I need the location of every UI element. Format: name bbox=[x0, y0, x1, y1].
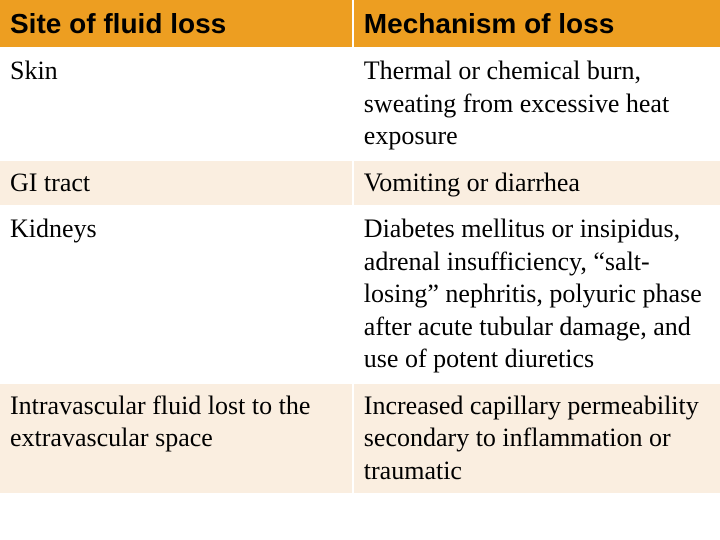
table-row: Kidneys Diabetes mellitus or insipidus, … bbox=[0, 206, 720, 383]
cell-mechanism: Increased capillary permeability seconda… bbox=[353, 383, 720, 495]
table-header-row: Site of fluid loss Mechanism of loss bbox=[0, 0, 720, 48]
fluid-loss-table: Site of fluid loss Mechanism of loss Ski… bbox=[0, 0, 720, 495]
cell-mechanism: Vomiting or diarrhea bbox=[353, 160, 720, 207]
table-row: GI tract Vomiting or diarrhea bbox=[0, 160, 720, 207]
table-row: Skin Thermal or chemical burn, sweating … bbox=[0, 48, 720, 160]
cell-mechanism: Diabetes mellitus or insipidus, adrenal … bbox=[353, 206, 720, 383]
cell-mechanism: Thermal or chemical burn, sweating from … bbox=[353, 48, 720, 160]
cell-site: Skin bbox=[0, 48, 353, 160]
cell-site: Kidneys bbox=[0, 206, 353, 383]
table-row: Intravascular fluid lost to the extravas… bbox=[0, 383, 720, 495]
cell-site: Intravascular fluid lost to the extravas… bbox=[0, 383, 353, 495]
col-header-mechanism: Mechanism of loss bbox=[353, 0, 720, 48]
cell-site: GI tract bbox=[0, 160, 353, 207]
col-header-site: Site of fluid loss bbox=[0, 0, 353, 48]
